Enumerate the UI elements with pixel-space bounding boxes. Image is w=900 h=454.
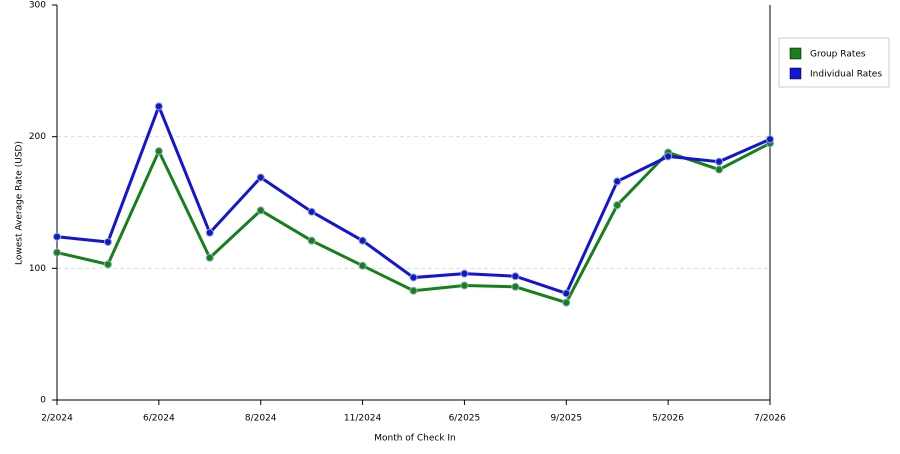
x-tick-label: 6/2024 [143,414,175,424]
data-point [154,102,163,111]
legend-label: Individual Rates [810,70,882,80]
x-tick-label: 2/2024 [41,414,73,424]
data-point [358,236,367,245]
data-point [562,298,571,307]
x-tick-label: 6/2025 [449,414,481,424]
data-point [613,201,622,210]
data-point [613,177,622,186]
x-tick-label: 8/2024 [245,414,277,424]
x-tick-label: 7/2026 [754,414,786,424]
y-tick-label: 0 [40,396,46,406]
data-point [715,165,724,174]
data-point [53,232,61,241]
x-axis-label: Month of Check In [374,434,456,444]
data-point [460,281,469,290]
y-tick-label: 200 [29,132,46,142]
data-point [205,253,214,262]
data-point [766,135,774,144]
data-point [409,273,418,282]
data-point [358,261,367,270]
data-point [562,289,571,298]
data-point [460,269,469,278]
x-tick-label: 9/2025 [550,414,582,424]
data-point [511,282,520,291]
data-point [307,207,316,216]
data-point [511,272,520,281]
legend-swatch [789,47,802,60]
x-tick-label: 5/2026 [652,414,684,424]
y-axis-label: Lowest Average Rate (USD) [15,141,25,265]
y-tick-label: 300 [29,1,46,11]
data-point [53,248,61,257]
data-point [307,236,316,245]
data-point [664,152,673,161]
data-point [154,147,163,156]
y-tick-label: 100 [29,264,46,274]
data-point [103,260,112,269]
data-point [205,228,214,237]
legend-box [778,37,890,88]
data-point [256,173,265,182]
series-line [56,102,771,296]
legend-label: Group Rates [810,50,866,60]
data-point [409,286,418,295]
x-tick-label: 11/2024 [344,414,382,424]
data-point [715,157,724,166]
legend-swatch [789,67,802,80]
data-point [256,206,265,215]
data-point [103,238,112,246]
